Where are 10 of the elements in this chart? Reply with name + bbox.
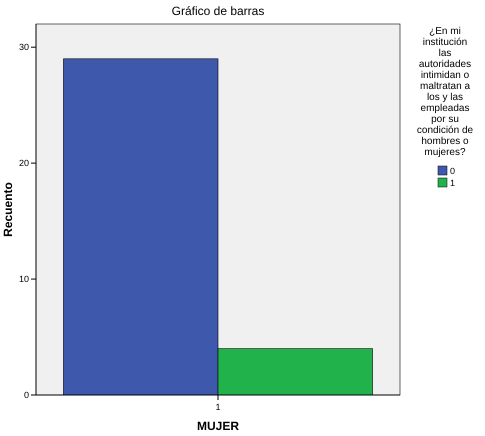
y-axis-title: Recuento bbox=[1, 182, 15, 237]
y-tick-label: 0 bbox=[24, 390, 29, 400]
chart-title: Gráfico de barras bbox=[172, 4, 264, 18]
text: ¿En mi institución las autoridades intimidan o maltratan a los y las empleadas por su condición de hombres o mujeres? bbox=[416, 26, 474, 158]
y-tick-label: 30 bbox=[18, 42, 29, 52]
y-tick-label: 10 bbox=[18, 274, 29, 284]
legend-label: 1 bbox=[450, 178, 456, 188]
legend-label: 0 bbox=[450, 166, 456, 176]
x-axis-title: MUJER bbox=[196, 419, 240, 433]
y-tick-label: 20 bbox=[18, 158, 29, 168]
